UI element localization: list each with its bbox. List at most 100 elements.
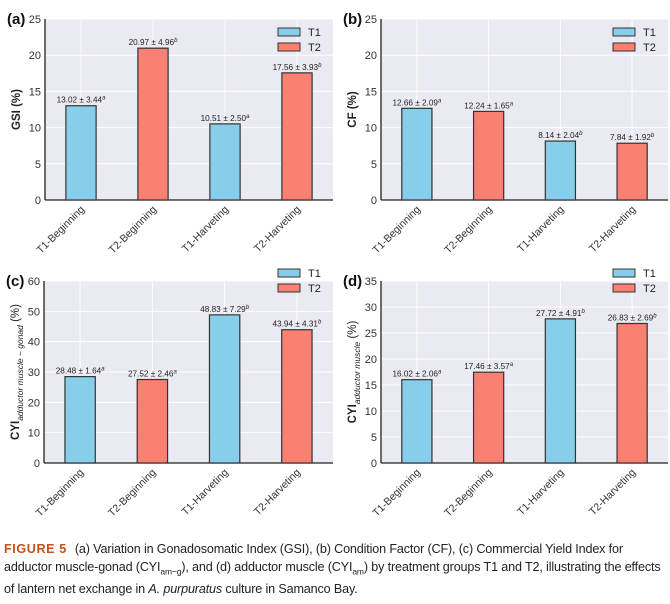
- bar-t1-harveting: [544, 318, 577, 464]
- y-axis-label-main: CYI: [10, 421, 22, 440]
- panel-c: 0 10 20 30 40 50 60 28.48 ± 1.64a T1-Beginning 27…: [6, 268, 333, 519]
- y-axis-label-unit: (%): [10, 304, 22, 325]
- y-tick-label: 60: [28, 276, 40, 288]
- legend-swatch-t1: [612, 27, 636, 37]
- y-tick-label: 25: [29, 14, 41, 26]
- significance-letter: a: [246, 114, 250, 120]
- panel-b: 0 5 10 15 20 25 12.66 ± 2.09a T1-Beginning 12.24…: [343, 11, 668, 256]
- data-label: 27.52 ± 2.46a: [128, 370, 177, 379]
- legend-swatch-t2: [277, 283, 301, 293]
- y-tick-label: 5: [371, 159, 377, 171]
- y-tick-label: 20: [29, 50, 41, 62]
- data-label: 27.72 ± 4.91b: [536, 309, 585, 318]
- data-label: 17.56 ± 3.93b: [273, 63, 322, 72]
- bar-t2-beginning: [472, 371, 505, 464]
- x-tick-label: T2-Harveting: [587, 204, 639, 256]
- y-tick-label: 30: [28, 367, 40, 379]
- x-tick-label: T1-Beginning: [370, 204, 423, 257]
- data-label: 16.02 ± 2.06a: [392, 370, 441, 379]
- significance-letter: a: [102, 96, 106, 102]
- y-axis-label: GSI (%): [11, 89, 23, 130]
- y-axis-label-main: CYI: [347, 404, 359, 423]
- significance-letter: a: [438, 370, 442, 376]
- data-label: 13.02 ± 3.44a: [57, 96, 106, 105]
- bar-t2-harveting: [281, 72, 313, 201]
- significance-letter: a: [173, 370, 177, 376]
- x-tick-label: T1-Harveting: [515, 467, 567, 519]
- legend-label-t1: T1: [643, 268, 656, 280]
- y-tick-label: 10: [29, 123, 41, 135]
- legend-label-t2: T2: [308, 42, 321, 54]
- y-tick-label: 10: [365, 123, 377, 135]
- data-label: 12.66 ± 2.09a: [392, 98, 441, 107]
- significance-letter: a: [101, 367, 105, 373]
- significance-letter: a: [438, 98, 442, 104]
- panel-label: (a): [7, 11, 25, 28]
- y-tick-label: 30: [365, 302, 377, 314]
- caption-sub-2: am: [352, 566, 364, 577]
- legend-label-t2: T2: [643, 42, 656, 54]
- legend-swatch-t2: [277, 42, 301, 52]
- x-tick-label: T2-Harveting: [252, 467, 304, 519]
- significance-letter: a: [510, 362, 514, 368]
- data-label: 12.24 ± 1.65a: [464, 101, 513, 110]
- bar-t2-beginning: [137, 47, 169, 201]
- significance-letter: b: [318, 320, 322, 326]
- x-tick-label: T1-Beginning: [34, 467, 87, 520]
- data-label: 28.48 ± 1.64a: [56, 367, 105, 376]
- panel-a: 0 5 10 15 20 25 13.02 ± 3.44a T1-Beginning 20.97…: [7, 11, 333, 256]
- legend-label-t2: T2: [643, 283, 656, 295]
- y-tick-label: 10: [365, 406, 377, 418]
- x-tick-label: T2-Harveting: [587, 467, 639, 519]
- x-tick-label: T1-Harveting: [179, 467, 231, 519]
- significance-letter: a: [510, 101, 514, 107]
- significance-letter: b: [651, 133, 655, 139]
- panel-label: (d): [343, 273, 362, 290]
- panel-label: (b): [343, 11, 362, 28]
- y-axis-label-unit: (%): [347, 321, 359, 342]
- legend-label-t1: T1: [308, 27, 321, 39]
- x-tick-label: T2-Harveting: [252, 204, 304, 256]
- significance-letter: b: [579, 131, 583, 137]
- data-label: 26.83 ± 2.69b: [608, 313, 657, 322]
- bar-t1-harveting: [544, 140, 577, 201]
- y-tick-label: 20: [365, 50, 377, 62]
- x-tick-label: T1-Beginning: [34, 204, 87, 257]
- y-tick-label: 5: [371, 432, 377, 444]
- y-tick-label: 15: [365, 86, 377, 98]
- y-tick-label: 0: [371, 458, 377, 470]
- significance-letter: b: [653, 313, 657, 319]
- y-axis-label-main: GSI (%): [11, 89, 23, 130]
- bar-t1-harveting: [209, 123, 241, 201]
- x-tick-label: T2-Beginning: [106, 467, 159, 520]
- legend-swatch-t1: [612, 268, 636, 278]
- bar-t1-beginning: [401, 107, 433, 201]
- bar-t1-beginning: [401, 379, 433, 464]
- significance-letter: b: [581, 309, 585, 315]
- bar-t2-harveting: [281, 329, 313, 464]
- legend-swatch-t1: [277, 27, 301, 37]
- y-tick-label: 25: [365, 328, 377, 340]
- panel-label: (c): [6, 273, 24, 290]
- x-tick-label: T1-Beginning: [370, 467, 423, 520]
- panel-d: 0 5 10 15 20 25 30 35 16.02 ± 2.06a T1-Beginning 1…: [343, 268, 668, 519]
- y-tick-label: 25: [365, 14, 377, 26]
- bar-t1-harveting: [208, 314, 241, 464]
- data-label: 8.14 ± 2.04b: [538, 131, 583, 140]
- y-tick-label: 10: [28, 428, 40, 440]
- data-label: 7.84 ± 1.92b: [610, 133, 655, 142]
- y-tick-label: 35: [365, 276, 377, 288]
- y-axis-label-subscript: adductor muscle − gonad: [15, 325, 25, 421]
- y-tick-label: 0: [371, 195, 377, 207]
- bar-t2-harveting: [616, 322, 648, 464]
- significance-letter: b: [246, 305, 250, 311]
- y-tick-label: 15: [365, 380, 377, 392]
- bar-t1-beginning: [65, 105, 97, 201]
- x-tick-label: T1-Harveting: [515, 204, 567, 256]
- caption-sub-1: am−g: [160, 566, 182, 577]
- caption-text-3: ) by treatment groups T1 and T2, illustr…: [4, 559, 661, 596]
- significance-letter: b: [174, 38, 178, 44]
- y-tick-label: 0: [35, 195, 41, 207]
- y-tick-label: 40: [28, 337, 40, 349]
- y-tick-label: 5: [35, 159, 41, 171]
